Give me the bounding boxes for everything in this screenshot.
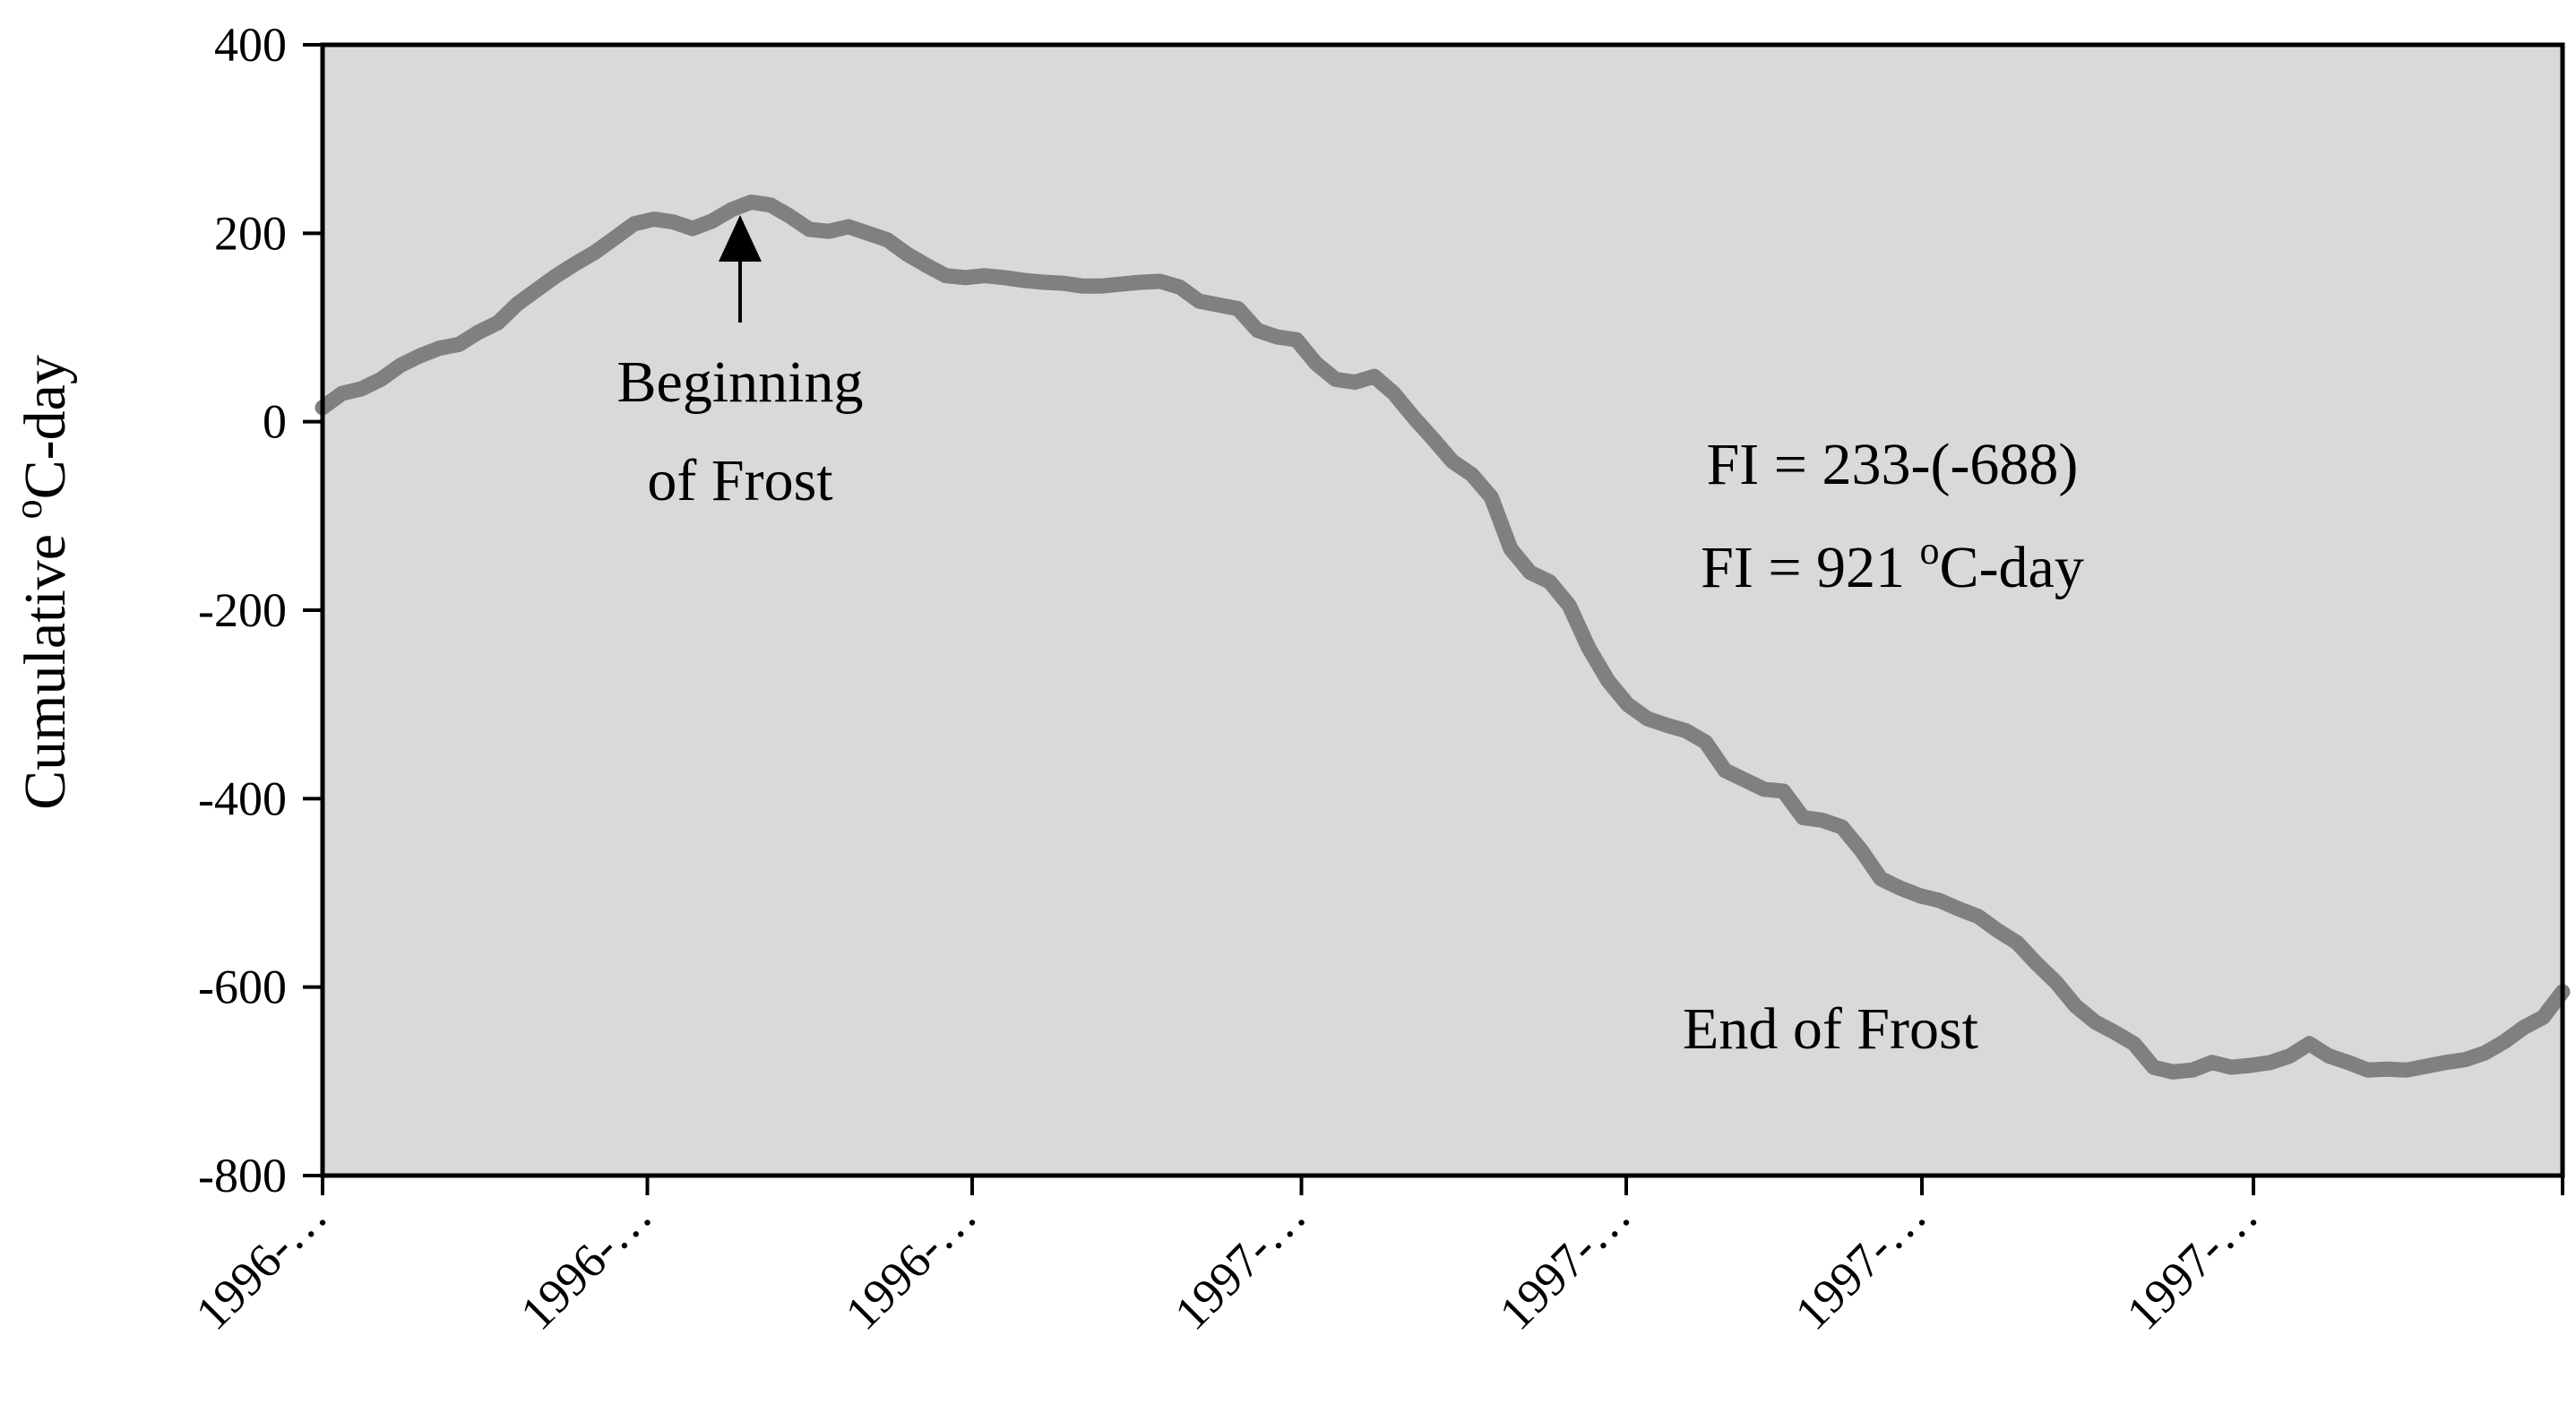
- y-tick-label: -200: [198, 583, 287, 637]
- y-axis-ticks: 400 200 0 -200 -400 -600 -800: [198, 18, 323, 1202]
- x-tick-label: 1996-…: [835, 1188, 987, 1340]
- beginning-label-line1: Beginning: [617, 349, 864, 415]
- y-tick-label: -600: [198, 961, 287, 1014]
- y-tick-label: 0: [263, 395, 287, 449]
- x-tick-label: 1997-…: [1164, 1188, 1316, 1340]
- frost-index-equation: FI = 233-(-688): [1707, 432, 2079, 497]
- arrow-up-icon: [719, 215, 762, 262]
- x-tick-label: 1996-…: [510, 1188, 662, 1340]
- y-tick-label: 400: [214, 18, 287, 72]
- y-tick-label: -800: [198, 1149, 287, 1202]
- x-tick-label: 1997-…: [1785, 1188, 1937, 1340]
- y-axis-label: Cumulative oC-day: [6, 355, 78, 810]
- y-tick-label: -400: [198, 771, 287, 825]
- x-tick-label: 1996-…: [185, 1188, 338, 1340]
- cumulative-degree-day-line: [314, 194, 2571, 1080]
- plot-frame: [320, 42, 2565, 1178]
- x-tick-label: 1997-…: [2116, 1188, 2269, 1340]
- end-of-frost-label: End of Frost: [1683, 996, 1978, 1062]
- x-axis-ticks: 1996-… 1996-… 1996-… 1997-… 1997-… 1997-… 1997…: [185, 1176, 2564, 1340]
- y-tick-label: 200: [214, 206, 287, 260]
- beginning-label-line2: of Frost: [647, 448, 832, 513]
- frost-index-result: FI = 921 oC-day: [1701, 529, 2084, 600]
- beginning-of-frost-annotation: Beginning of Frost: [617, 215, 864, 513]
- x-tick-label: 1997-…: [1489, 1188, 1641, 1340]
